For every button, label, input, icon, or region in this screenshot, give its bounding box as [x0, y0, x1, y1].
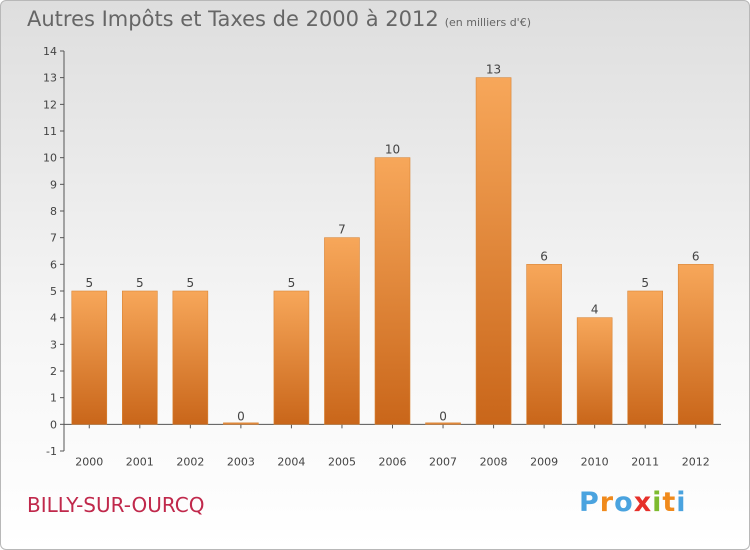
- logo-letter: i: [652, 487, 663, 518]
- x-tick-label: 2003: [227, 455, 255, 468]
- bar: [71, 290, 108, 425]
- data-label: 5: [85, 276, 93, 290]
- x-tick-label: 2005: [328, 455, 356, 468]
- title-main: Autres Impôts et Taxes de 2000 à 2012: [27, 7, 439, 31]
- x-tick-label: 2000: [75, 455, 103, 468]
- y-tick-label: 6: [50, 258, 57, 271]
- data-label: 4: [591, 303, 599, 317]
- data-label: 7: [338, 223, 346, 237]
- proxiti-logo[interactable]: Proxiti: [579, 487, 687, 518]
- x-tick-label: 2004: [277, 455, 305, 468]
- y-tick-label: 3: [50, 338, 57, 351]
- logo-letter: i: [676, 487, 687, 518]
- logo-letter: o: [614, 487, 634, 518]
- y-tick-label: 12: [43, 98, 57, 111]
- y-tick-label: 4: [50, 312, 57, 325]
- data-label: 13: [486, 63, 501, 77]
- bar: [122, 290, 158, 425]
- data-label: 5: [187, 276, 195, 290]
- bar: [627, 290, 663, 425]
- logo-letter: t: [662, 487, 677, 518]
- y-tick-label: 11: [43, 125, 57, 138]
- y-tick-label: 13: [43, 72, 57, 85]
- x-tick-label: 2007: [429, 455, 457, 468]
- y-tick-label: 9: [50, 178, 57, 191]
- bar: [526, 264, 562, 425]
- bar: [425, 422, 461, 425]
- y-tick-label: 0: [50, 418, 57, 431]
- chart-bars: [71, 77, 714, 425]
- data-label: 6: [692, 249, 700, 263]
- data-label: 0: [237, 409, 245, 423]
- logo-letter: x: [633, 487, 653, 518]
- y-tick-label: 10: [43, 152, 57, 165]
- x-tick-label: 2001: [126, 455, 154, 468]
- x-tick-label: 2008: [480, 455, 508, 468]
- logo-letter: P: [579, 487, 600, 518]
- chart-labels: 2000 5 2001 5 2002 5 2003 0 2004 5 2005 7 2006 10 2007…: [75, 63, 709, 469]
- y-tick-label: 1: [50, 392, 57, 405]
- data-label: 6: [540, 249, 548, 263]
- bar: [677, 264, 714, 425]
- bar: [576, 317, 613, 425]
- title-unit: (en milliers d'€): [444, 16, 531, 29]
- x-tick-label: 2002: [176, 455, 204, 468]
- y-tick-label: 7: [50, 232, 57, 245]
- data-label: 10: [385, 143, 400, 157]
- y-tick-label: 2: [50, 365, 57, 378]
- y-tick-label: -1: [46, 445, 57, 458]
- bar: [475, 77, 512, 425]
- y-tick-label: 14: [43, 45, 57, 58]
- bar: [273, 290, 310, 425]
- data-label: 5: [288, 276, 296, 290]
- x-tick-label: 2012: [682, 455, 710, 468]
- y-tick-label: 5: [50, 285, 57, 298]
- bar: [374, 157, 411, 425]
- logo-letter: r: [599, 487, 615, 518]
- x-tick-label: 2010: [581, 455, 609, 468]
- y-tick-label: 8: [50, 205, 57, 218]
- bar: [172, 290, 209, 425]
- x-tick-label: 2006: [379, 455, 407, 468]
- bar: [223, 422, 259, 425]
- bar: [324, 237, 360, 425]
- data-label: 0: [439, 409, 447, 423]
- data-label: 5: [641, 276, 649, 290]
- x-tick-label: 2011: [631, 455, 659, 468]
- chart-title: Autres Impôts et Taxes de 2000 à 2012 (en…: [27, 7, 531, 31]
- town-name: BILLY-SUR-OURCQ: [27, 493, 205, 517]
- data-label: 5: [136, 276, 144, 290]
- x-tick-label: 2009: [530, 455, 558, 468]
